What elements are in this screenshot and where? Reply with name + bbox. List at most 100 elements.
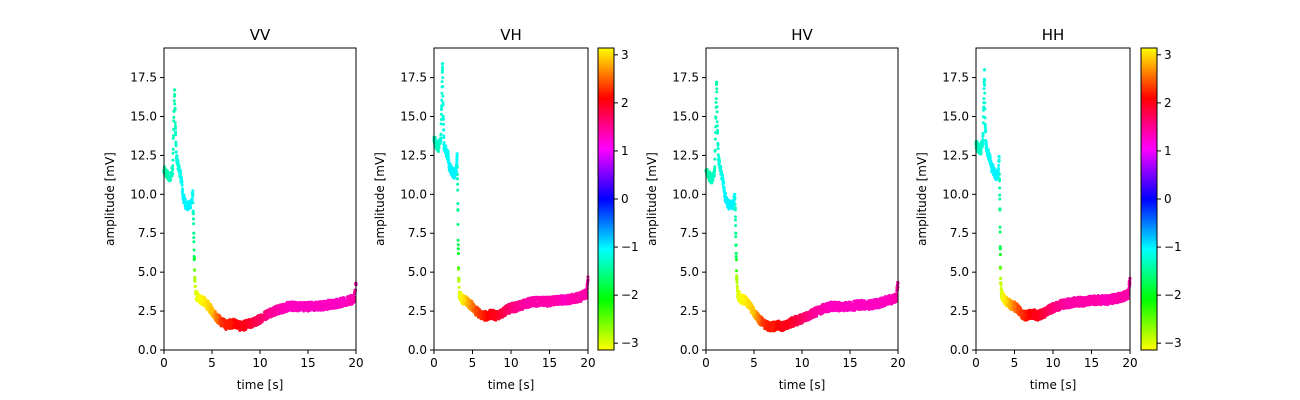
data-point	[470, 304, 475, 308]
data-point	[191, 211, 195, 215]
scatter-points	[704, 80, 900, 333]
data-point	[335, 301, 339, 305]
data-point	[456, 223, 460, 226]
data-point	[894, 297, 898, 301]
data-point	[713, 148, 717, 152]
data-point	[172, 99, 176, 103]
data-point	[998, 193, 1002, 197]
data-point	[742, 298, 747, 302]
data-point	[191, 192, 195, 196]
data-point	[224, 323, 228, 327]
data-point	[734, 251, 738, 255]
scatter-points	[432, 62, 590, 322]
data-point	[563, 298, 567, 302]
data-point	[771, 325, 775, 329]
y-tick-label: 5.0	[138, 265, 157, 279]
data-point	[229, 321, 233, 326]
data-point	[444, 149, 448, 153]
data-point	[234, 321, 238, 326]
data-point	[734, 258, 738, 262]
y-axis-label: amplitude [mV]	[103, 152, 117, 246]
x-tick-label: 0	[702, 356, 710, 370]
data-point	[715, 90, 719, 94]
data-point	[729, 205, 733, 209]
data-point	[325, 303, 329, 307]
data-point	[715, 124, 719, 128]
data-point	[441, 67, 445, 71]
x-tick-label: 5	[208, 356, 216, 370]
x-tick-label: 10	[794, 356, 809, 370]
x-tick-label: 5	[750, 356, 758, 370]
colorbar-tick-label: −1	[621, 240, 639, 254]
y-tick-label: 12.5	[400, 148, 427, 162]
data-point	[174, 150, 178, 154]
x-tick-label: 0	[160, 356, 168, 370]
data-point	[540, 300, 544, 304]
data-point	[983, 91, 987, 95]
data-point	[181, 195, 185, 199]
data-point	[983, 78, 987, 82]
data-point	[455, 165, 459, 169]
data-point	[437, 146, 441, 150]
data-point	[752, 306, 756, 310]
data-point	[724, 192, 727, 196]
data-point	[735, 278, 739, 282]
data-point	[717, 155, 721, 159]
data-point	[877, 301, 881, 305]
panel-hh: 0 5 10 15 200.02.55.07.510.012.515.017.5HHti…	[915, 26, 1182, 392]
data-point	[190, 199, 194, 203]
data-point	[194, 292, 198, 296]
data-point	[181, 189, 185, 192]
data-point	[171, 167, 175, 171]
y-tick-label: 10.0	[130, 187, 157, 201]
data-point	[524, 301, 529, 305]
data-point	[447, 164, 451, 168]
data-point	[715, 110, 719, 114]
data-point	[239, 325, 243, 329]
x-tick-label: 10	[503, 356, 518, 370]
data-point	[165, 172, 169, 176]
data-point	[441, 76, 445, 80]
data-point	[442, 142, 446, 147]
x-tick-label: 20	[348, 356, 363, 370]
data-point	[460, 297, 464, 301]
data-point	[983, 107, 987, 111]
data-point	[442, 122, 445, 126]
data-point	[268, 311, 272, 315]
data-point	[171, 164, 175, 168]
data-point	[509, 306, 513, 310]
data-point	[752, 311, 756, 315]
data-point	[440, 80, 444, 84]
data-point	[192, 222, 196, 226]
data-point	[734, 235, 738, 239]
data-point	[781, 325, 785, 329]
data-point	[790, 320, 795, 324]
data-point	[734, 255, 738, 259]
data-point	[438, 141, 442, 145]
data-point	[171, 136, 175, 140]
data-point	[810, 312, 814, 316]
scatter-points	[974, 68, 1132, 322]
data-point	[296, 304, 300, 308]
data-point	[998, 197, 1002, 201]
data-point	[981, 142, 985, 146]
data-point	[735, 274, 739, 278]
data-point	[733, 192, 737, 196]
data-point	[547, 300, 552, 304]
data-point	[747, 303, 751, 307]
data-point	[455, 152, 459, 156]
data-point	[848, 304, 852, 308]
data-point	[456, 208, 460, 212]
data-point	[444, 145, 448, 149]
x-axis-label: time [s]	[488, 378, 535, 392]
data-point	[584, 292, 589, 296]
data-point	[192, 231, 196, 235]
y-tick-label: 15.0	[672, 109, 699, 123]
data-point	[497, 312, 501, 316]
y-tick-label: 17.5	[130, 71, 157, 85]
data-point	[176, 159, 180, 163]
data-point	[456, 252, 460, 256]
y-tick-label: 2.5	[680, 304, 699, 318]
data-point	[838, 304, 843, 308]
